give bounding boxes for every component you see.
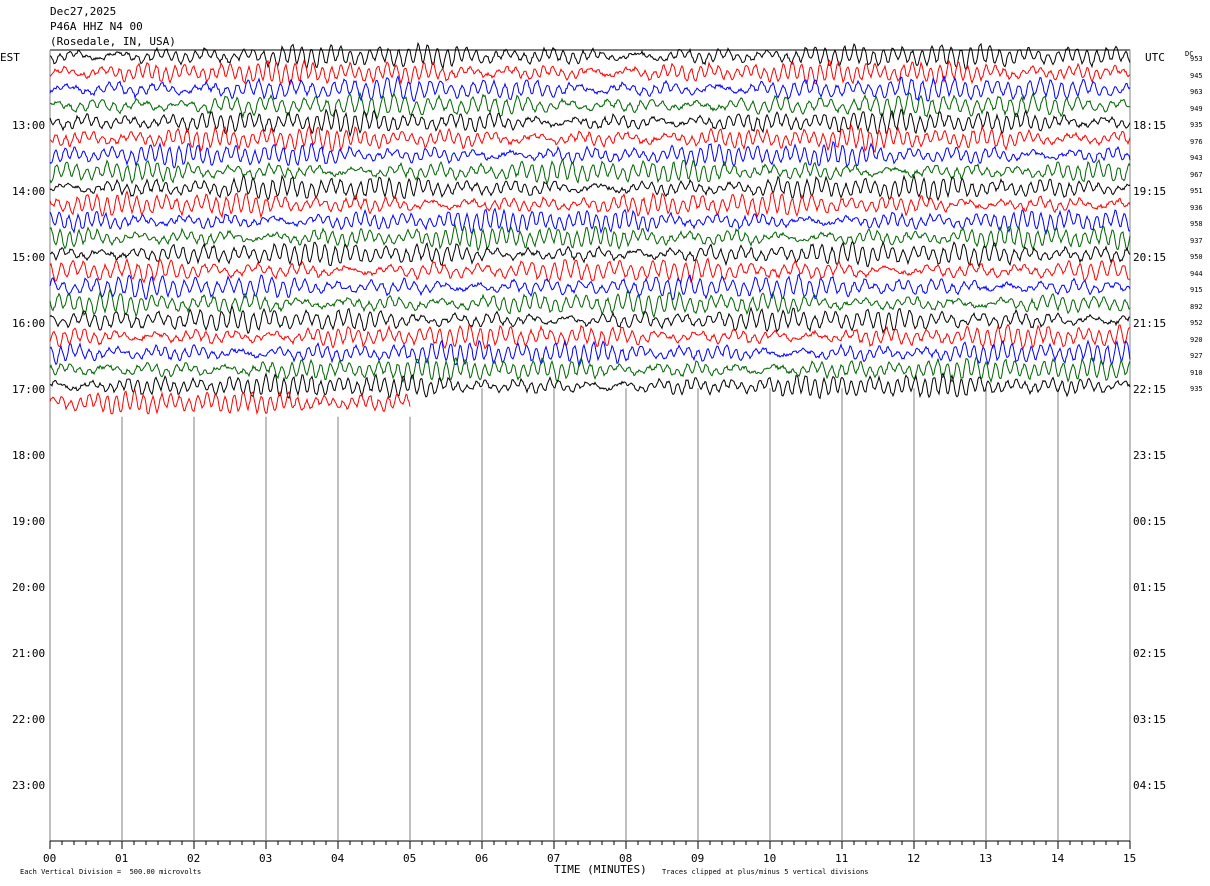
trace-line [49, 140, 1131, 169]
dc-value: 950 [1190, 253, 1203, 261]
right-hour-label: 22:15 [1133, 383, 1167, 396]
left-hour-label: 22:00 [12, 713, 46, 726]
x-tick-label: 12 [907, 852, 921, 865]
trace-line [49, 304, 1131, 335]
header-date: Dec27,2025 [50, 5, 117, 18]
left-hour-label: 19:00 [12, 515, 46, 528]
dc-value: 952 [1190, 319, 1203, 327]
left-hour-label: 18:00 [12, 449, 46, 462]
trace-line [49, 173, 1131, 203]
left-hour-label: 20:00 [12, 581, 46, 594]
x-tick-label: 02 [187, 852, 201, 865]
x-tick-label: 15 [1123, 852, 1137, 865]
trace-line [49, 257, 1131, 285]
dc-value: 935 [1190, 385, 1203, 393]
dc-value: 936 [1190, 203, 1203, 212]
clip-note: Traces clipped at plus/minus 5 vertical … [662, 868, 869, 876]
dc-header: DC [1185, 50, 1194, 58]
right-hour-label: 21:15 [1133, 317, 1167, 330]
trace-line [49, 339, 1131, 368]
trace-line [49, 287, 1131, 319]
x-tick-label: 09 [691, 852, 705, 865]
trace-line [49, 59, 1131, 86]
right-hour-label: 19:15 [1133, 185, 1167, 198]
trace-line [49, 74, 1131, 103]
trace-line [49, 371, 1131, 400]
scale-note: Each Vertical Division = 500.00 microvol… [20, 868, 202, 876]
left-hour-label: 17:00 [12, 383, 46, 396]
trace-line [49, 207, 1131, 236]
dc-value: 945 [1190, 71, 1203, 80]
left-hour-label: 13:00 [12, 119, 46, 132]
trace-line [49, 241, 1131, 268]
left-axis-label: EST [0, 51, 20, 64]
x-tick-label: 05 [403, 852, 417, 865]
left-hour-label: 16:00 [12, 317, 46, 330]
right-axis-label: UTC [1145, 51, 1165, 64]
dc-value: 920 [1190, 335, 1203, 344]
dc-value: 937 [1190, 236, 1203, 245]
trace-line [49, 190, 1131, 219]
trace-line [49, 158, 1131, 186]
x-tick-label: 00 [43, 852, 57, 865]
trace-line [50, 91, 1131, 121]
trace-line [49, 108, 1131, 138]
x-tick-label: 13 [979, 852, 993, 865]
header-location: (Rosedale, IN, USA) [50, 35, 176, 48]
x-tick-label: 11 [835, 852, 849, 865]
dc-value: 935 [1190, 121, 1203, 129]
left-hour-label: 15:00 [12, 251, 46, 264]
left-hour-label: 14:00 [12, 185, 46, 198]
right-hour-label: 04:15 [1133, 779, 1167, 792]
right-hour-label: 03:15 [1133, 713, 1167, 726]
right-hour-label: 01:15 [1133, 581, 1167, 594]
right-hour-label: 20:15 [1133, 251, 1167, 264]
x-axis-label: TIME (MINUTES) [554, 863, 647, 876]
dc-value: 927 [1190, 352, 1203, 360]
x-tick-label: 10 [763, 852, 777, 865]
trace-line [49, 123, 1131, 153]
trace-line [49, 223, 1131, 252]
left-hour-label: 23:00 [12, 779, 46, 792]
trace-line [49, 41, 1131, 71]
trace-line [49, 323, 1131, 350]
dc-value: 944 [1190, 269, 1203, 278]
trace-line [49, 273, 1131, 301]
dc-value: 967 [1190, 170, 1203, 179]
x-tick-label: 07 [547, 852, 561, 865]
x-tick-label: 04 [331, 852, 345, 865]
x-tick-label: 06 [475, 852, 489, 865]
right-hour-label: 23:15 [1133, 449, 1167, 462]
dc-value: 953 [1190, 55, 1203, 63]
x-tick-label: 14 [1051, 852, 1065, 865]
x-tick-label: 03 [259, 852, 273, 865]
trace-line [49, 356, 1131, 384]
header-station: P46A HHZ N4 00 [50, 20, 143, 33]
left-hour-label: 21:00 [12, 647, 46, 660]
dc-value: 910 [1190, 368, 1203, 377]
dc-value: 958 [1190, 220, 1203, 228]
x-tick-label: 01 [115, 852, 129, 865]
dc-value: 915 [1190, 286, 1203, 294]
dc-value: 963 [1190, 88, 1203, 96]
dc-value: 976 [1190, 137, 1203, 146]
x-tick-label: 08 [619, 852, 633, 865]
dc-value: 949 [1190, 104, 1203, 113]
right-hour-label: 18:15 [1133, 119, 1167, 132]
right-hour-label: 00:15 [1133, 515, 1167, 528]
right-hour-label: 02:15 [1133, 647, 1167, 660]
dc-value: 892 [1190, 302, 1203, 311]
dc-value: 943 [1190, 154, 1203, 162]
trace-line [49, 389, 411, 416]
dc-value: 951 [1190, 187, 1203, 195]
